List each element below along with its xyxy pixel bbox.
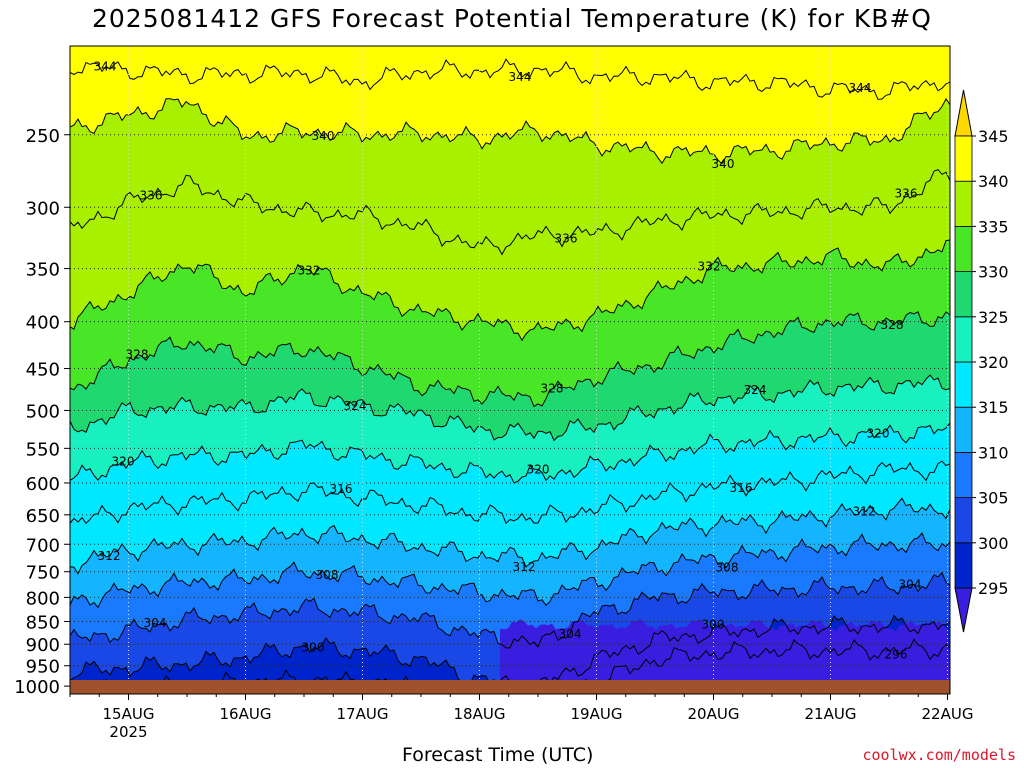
contour-label: 324 [344, 399, 367, 413]
colorbar-label: 335 [978, 217, 1009, 236]
contour-320 [70, 422, 950, 484]
colorbar-segment [954, 316, 973, 363]
colorbar-label: 345 [978, 127, 1009, 146]
contour-label: 304 [899, 578, 922, 592]
colorbar-segment [954, 361, 973, 408]
colorbar-segment [954, 271, 973, 318]
y-tick-label: 550 [26, 439, 60, 460]
contour-label: 308 [316, 568, 339, 582]
contour-label: 336 [555, 232, 578, 246]
y-tick-label: 350 [26, 260, 60, 281]
contour-label: 296 [885, 648, 908, 662]
y-tick-label: 750 [26, 563, 60, 584]
colorbar-segment [954, 451, 973, 498]
contour-324 [70, 374, 950, 442]
contour-label: 320 [867, 426, 890, 440]
y-tick-label: 300 [26, 198, 60, 219]
contour-label: 336 [140, 188, 163, 202]
y-tick-label: 400 [26, 313, 60, 334]
y-tick-label: 950 [26, 657, 60, 678]
contour-316 [70, 460, 950, 525]
colorbar-label: 310 [978, 443, 1009, 462]
x-tick-label: 17AUG [337, 705, 389, 723]
contour-label: 332 [698, 260, 721, 274]
contour-label: 344 [509, 70, 532, 84]
y-tick-label: 600 [26, 474, 60, 495]
band-fill [500, 618, 950, 694]
y-tick-label: 450 [26, 360, 60, 381]
site-credit: coolwx.com/models [862, 746, 1016, 764]
contour-label: 328 [881, 318, 904, 332]
colorbar-segment [954, 542, 973, 589]
contour-328 [70, 311, 950, 408]
contour-label: 316 [730, 481, 753, 495]
x-tick-label: 15AUG [103, 705, 155, 723]
contour-label: 332 [298, 264, 321, 278]
contour-label: 324 [744, 383, 767, 397]
colorbar-lower-arrow [954, 587, 973, 633]
colorbar-label: 320 [978, 353, 1009, 372]
x-tick-label: 21AUG [805, 705, 857, 723]
x-tick-label: 16AUG [220, 705, 272, 723]
x-tick-label: 18AUG [454, 705, 506, 723]
contour-304 [70, 571, 950, 649]
y-tick-label: 500 [26, 401, 60, 422]
contour-label: 312 [853, 505, 876, 519]
contour-332 [70, 239, 950, 342]
y-tick-label: 700 [26, 535, 60, 556]
y-tick-label: 900 [26, 635, 60, 656]
contour-label: 320 [112, 455, 135, 469]
y-tick-label: 800 [26, 588, 60, 609]
contour-344 [70, 58, 950, 100]
contour-label: 304 [559, 627, 582, 641]
contour-label: 312 [98, 549, 121, 563]
colorbar-segment [954, 135, 973, 182]
contour-label: 328 [126, 347, 149, 361]
y-tick-label: 850 [26, 612, 60, 633]
plot-frame [69, 45, 951, 695]
colorbar-segment [954, 225, 973, 272]
colorbar-segment [954, 406, 973, 453]
colorbar-label: 330 [978, 263, 1009, 282]
x-tick-sublabel: 2025 [109, 723, 147, 741]
ground-strip [70, 680, 950, 694]
x-tick-label: 19AUG [571, 705, 623, 723]
contour-312 [70, 497, 950, 575]
contour-label: 344 [94, 59, 117, 73]
contour-label: 328 [541, 382, 564, 396]
contour-label: 300 [302, 640, 325, 654]
chart-title: 2025081412 GFS Forecast Potential Temper… [92, 4, 932, 33]
contour-label: 320 [527, 462, 550, 476]
contour-340 [70, 98, 950, 165]
contour-label: 344 [849, 81, 872, 95]
contour-label: 308 [716, 561, 739, 575]
colorbar-label: 295 [978, 579, 1009, 598]
contour-label: 300 [702, 617, 725, 631]
colorbar-segment [954, 180, 973, 227]
colorbar-label: 300 [978, 534, 1009, 553]
colorbar-label: 325 [978, 308, 1009, 327]
x-axis-label: Forecast Time (UTC) [402, 744, 594, 766]
colorbar-upper-arrow [954, 89, 973, 137]
contour-label: 304 [144, 616, 167, 630]
contour-label: 316 [330, 482, 353, 496]
contour-308 [70, 532, 950, 609]
contour-label: 340 [312, 129, 335, 143]
x-tick-label: 20AUG [688, 705, 740, 723]
colorbar-label: 340 [978, 172, 1009, 191]
contour-label: 312 [513, 560, 536, 574]
contour-336 [70, 169, 950, 256]
colorbar-label: 315 [978, 398, 1009, 417]
contour-label: 336 [895, 187, 918, 201]
contour-label: 340 [712, 157, 735, 171]
colorbar-segment [954, 497, 973, 544]
y-tick-label: 650 [26, 506, 60, 527]
y-tick-label: 1000 [14, 677, 60, 698]
y-tick-label: 250 [26, 126, 60, 147]
x-tick-label: 22AUG [922, 705, 974, 723]
colorbar-label: 305 [978, 489, 1009, 508]
